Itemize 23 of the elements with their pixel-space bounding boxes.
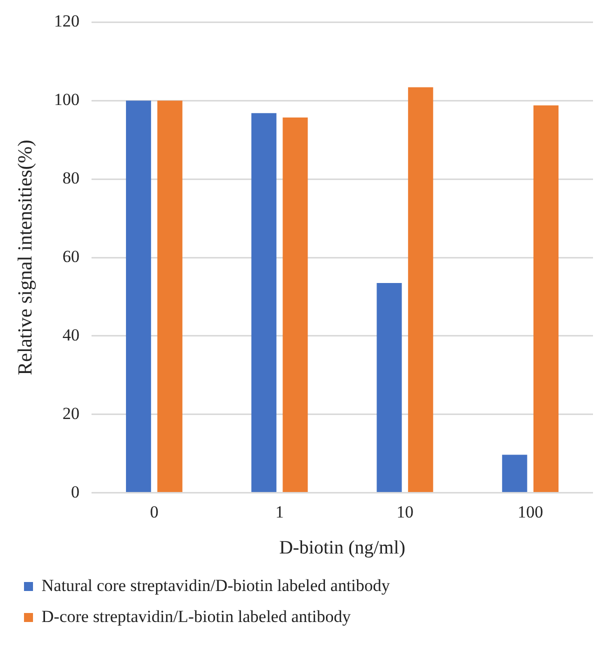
legend-label: D-core streptavidin/L-biotin labeled antibody — [42, 606, 352, 626]
y-tick-label: 60 — [62, 246, 80, 266]
y-tick-label: 20 — [62, 404, 80, 423]
y-axis-title: Relative signal intensities(%) — [14, 140, 36, 376]
bar — [251, 113, 276, 492]
bar — [157, 100, 182, 492]
y-tick-label: 0 — [71, 482, 80, 502]
x-tick-label: 0 — [150, 502, 158, 522]
x-tick-label: 10 — [396, 502, 414, 522]
y-tick-label: 40 — [62, 325, 80, 344]
y-tick-label: 80 — [62, 168, 80, 188]
bar — [533, 105, 559, 492]
y-tick-label: 100 — [54, 90, 80, 110]
y-tick-label: 120 — [54, 12, 80, 31]
x-tick-label: 1 — [275, 502, 284, 522]
bar — [126, 100, 152, 492]
x-axis-title: D-biotin (ng/ml) — [279, 538, 406, 559]
bar — [376, 282, 402, 492]
bar — [502, 454, 528, 492]
bar — [408, 87, 434, 492]
bar — [282, 117, 308, 492]
legend-label: Natural core streptavidin/D-biotin labeled antibody — [42, 576, 390, 595]
x-tick-label: 100 — [518, 502, 544, 522]
